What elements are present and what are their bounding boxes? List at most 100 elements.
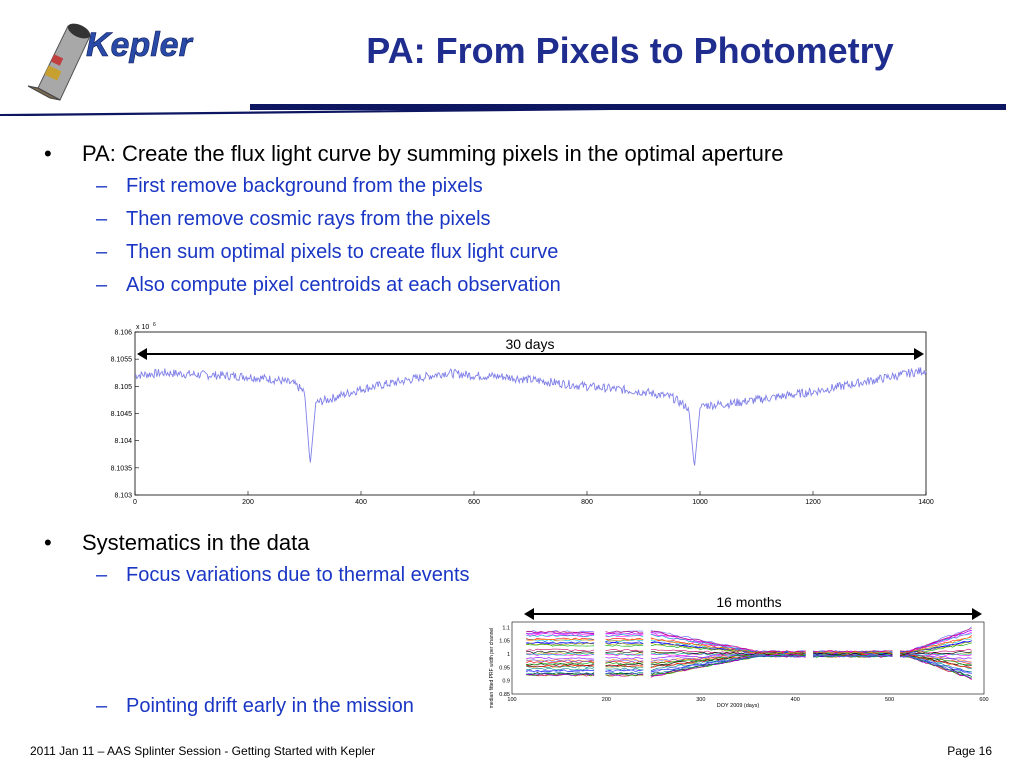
channel-line	[650, 638, 806, 654]
y-tick-label: 1.1	[502, 625, 510, 631]
x-tick-label: 0	[133, 499, 137, 506]
arrowhead-right	[972, 608, 982, 620]
light-curve-chart: 0 200 400 600 800 1000 1200 1400 8.103 8.1035 8.10…	[111, 322, 934, 506]
bullet-text: Systematics in the data	[82, 530, 310, 555]
x-tick-label: 500	[885, 697, 894, 703]
channel-line	[605, 659, 644, 663]
channel-line	[813, 650, 893, 653]
sub-bullet-text: Also compute pixel centroids at each obs…	[126, 274, 561, 296]
channel-line	[899, 640, 972, 654]
y-tick-label: 0.9	[502, 679, 510, 685]
sub-bullet-text: First remove background from the pixels	[126, 175, 483, 197]
channel-line	[605, 658, 644, 662]
channel-line	[526, 642, 595, 646]
channel-line	[526, 656, 595, 660]
logo-text: Kepler	[86, 26, 194, 64]
channel-line	[526, 637, 595, 641]
channel-line	[650, 651, 806, 656]
slide-title: PA: From Pixels to Photometry	[366, 30, 894, 71]
channel-line	[899, 654, 972, 674]
annotation-label: 30 days	[505, 336, 554, 352]
channel-line	[605, 632, 644, 635]
channel-line	[526, 632, 595, 636]
channel-line	[605, 639, 644, 642]
x-tick-label: 600	[979, 697, 988, 703]
channel-line	[526, 662, 595, 665]
channel-line	[605, 634, 644, 637]
annotation-label: 16 months	[716, 594, 781, 610]
channel-line	[605, 637, 644, 641]
channel-line	[605, 653, 644, 656]
bullet-text: PA: Create the flux light curve by summi…	[82, 141, 784, 166]
title-divider	[0, 104, 1006, 116]
y-tick-label: 8.103	[114, 493, 132, 500]
y-tick-label: 0.95	[499, 665, 510, 671]
x-tick-label: 100	[507, 697, 516, 703]
x-tick-label: 400	[791, 697, 800, 703]
channel-line	[813, 651, 893, 655]
arrowhead-left	[524, 608, 534, 620]
channel-line	[526, 672, 595, 675]
channel-line	[526, 643, 595, 647]
channel-line	[526, 648, 595, 652]
y-tick-label: 8.105	[114, 384, 132, 391]
y-multiplier-exponent: 6	[153, 322, 156, 328]
channel-line	[899, 652, 972, 656]
channel-line	[526, 673, 595, 677]
channel-line	[605, 674, 644, 677]
channel-line	[605, 644, 644, 647]
channel-line	[813, 654, 893, 658]
channel-line	[526, 664, 595, 668]
channel-line	[526, 673, 595, 676]
channel-line	[526, 650, 595, 654]
channel-line	[526, 638, 595, 642]
spacecraft-icon	[27, 23, 91, 101]
channel-line	[899, 628, 972, 652]
y-multiplier-label: x 10	[136, 324, 149, 331]
channel-line	[605, 650, 644, 653]
channel-line	[605, 661, 644, 664]
channel-line	[526, 634, 595, 638]
x-tick-label: 200	[602, 697, 611, 703]
channel-line	[650, 630, 806, 653]
footer-left: 2011 Jan 11 – AAS Splinter Session - Get…	[30, 744, 376, 758]
y-tick-label: 8.106	[114, 330, 132, 337]
channel-line	[650, 641, 806, 654]
channel-line	[899, 650, 972, 655]
x-tick-label: 400	[355, 499, 367, 506]
arrowhead-left	[137, 348, 147, 360]
channel-line	[899, 653, 972, 664]
channel-line	[605, 642, 644, 646]
channel-line	[899, 630, 972, 653]
y-tick-label: 8.1035	[111, 465, 133, 472]
channel-line	[526, 669, 595, 672]
y-tick-label: 8.1045	[111, 411, 133, 418]
channel-line	[650, 653, 806, 663]
sub-bullet-text: Then remove cosmic rays from the pixels	[126, 208, 491, 230]
channel-line	[526, 630, 595, 634]
channel-line	[605, 665, 644, 668]
channel-line	[899, 654, 972, 665]
channel-line	[605, 630, 644, 634]
channel-line	[605, 641, 644, 645]
channel-line	[899, 641, 972, 654]
flux-series-line	[134, 367, 927, 466]
channel-line	[605, 638, 644, 642]
channel-line	[605, 669, 644, 672]
y-tick-label: 8.1055	[111, 357, 133, 364]
channel-line	[605, 664, 644, 667]
x-tick-label: 1000	[692, 499, 708, 506]
prf-width-chart: 100 200 300 400 500 600 0.85 0.9 0.95 1 1.05 1.1 DOY…	[489, 594, 989, 709]
sub-bullet-text: Focus variations due to thermal events	[126, 564, 470, 586]
channel-line	[605, 667, 644, 671]
sub-bullet-text: Then sum optimal pixels to create flux l…	[126, 241, 559, 263]
sub-bullet-text: Pointing drift early in the mission	[126, 695, 414, 717]
plot-area	[134, 331, 927, 496]
kepler-logo: Kepler	[27, 23, 194, 101]
channel-line	[526, 641, 595, 645]
y-tick-label: 1	[507, 652, 510, 658]
channel-line	[526, 665, 595, 669]
channel-line	[605, 662, 644, 665]
x-axis-label: DOY 2009 (days)	[717, 703, 760, 709]
y-tick-label: 0.85	[499, 692, 510, 698]
